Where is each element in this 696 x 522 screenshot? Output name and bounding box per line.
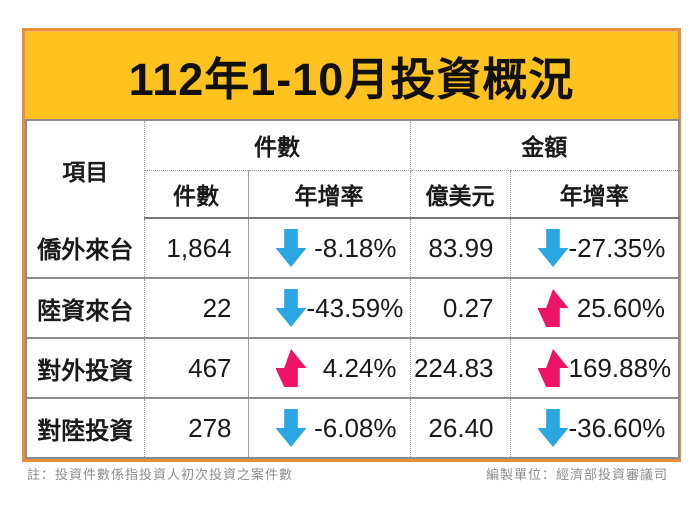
footnote-left: 註：投資件數係指投資人初次投資之案件數 [27, 467, 294, 482]
trend-arrow-icon [275, 229, 307, 267]
amount-yoy-cell: -27.35% [510, 218, 679, 279]
count-yoy-cell: 4.24% [248, 338, 411, 399]
amount-yoy-cell: -36.60% [510, 398, 679, 458]
row-label: 對外投資 [26, 338, 145, 399]
count-yoy-value: -43.59% [306, 292, 404, 323]
column-header-count: 件數 [144, 170, 249, 219]
column-header-amount: 億美元 [410, 170, 511, 219]
amount-yoy-cell: 25.60% [510, 278, 679, 339]
amount-value: 0.27 [410, 278, 511, 339]
count-yoy-value: -6.08% [314, 412, 397, 443]
row-label: 僑外來台 [26, 218, 145, 279]
trend-arrow-icon [537, 289, 569, 327]
amount-yoy-value: -36.60% [568, 412, 666, 443]
footer: 註：投資件數係指投資人初次投資之案件數 編製單位：經濟部投資審議司 [27, 464, 668, 483]
table-row: 僑外來台 1,864 -8.18% 83.99 -27.35% [26, 218, 679, 279]
amount-value: 83.99 [410, 218, 511, 279]
column-header-item: 項目 [26, 120, 145, 218]
amount-value: 26.40 [410, 398, 511, 458]
column-group-amount: 金額 [410, 120, 679, 171]
count-yoy-cell: -43.59% [248, 278, 411, 339]
amount-yoy-value: -27.35% [568, 232, 666, 263]
amount-yoy-cell: 169.88% [510, 338, 679, 399]
row-label: 陸資來台 [26, 278, 145, 339]
page-title: 112年1-10月投資概況 [128, 53, 575, 105]
trend-arrow-icon [537, 229, 569, 267]
column-header-count-yoy: 年增率 [248, 170, 411, 219]
trend-arrow-icon [275, 409, 307, 447]
summary-card: 112年1-10月投資概況 項目 件數 金額 件數 年增率 億美元 年增率 僑外… [22, 28, 681, 462]
count-yoy-cell: -6.08% [248, 398, 411, 458]
table-row: 陸資來台 22 -43.59% 0.27 25.60% [26, 278, 679, 339]
amount-yoy-value: 25.60% [576, 292, 665, 323]
count-yoy-value: -8.18% [314, 232, 397, 263]
column-header-amount-yoy: 年增率 [510, 170, 679, 219]
table-row: 對陸投資 278 -6.08% 26.40 -36.60% [26, 398, 679, 458]
count-yoy-value: 4.24% [322, 352, 397, 383]
count-value: 278 [144, 398, 249, 458]
trend-arrow-icon [537, 349, 569, 387]
investment-table: 項目 件數 金額 件數 年增率 億美元 年增率 僑外來台 1,864 [25, 119, 680, 459]
footnote-right: 編製單位：經濟部投資審議司 [485, 467, 668, 482]
column-group-count: 件數 [144, 120, 411, 171]
count-value: 22 [144, 278, 249, 339]
amount-value: 224.83 [410, 338, 511, 399]
table-row: 對外投資 467 4.24% 224.83 169.88% [26, 338, 679, 399]
amount-yoy-value: 169.88% [568, 352, 672, 383]
count-value: 467 [144, 338, 249, 399]
count-value: 1,864 [144, 218, 249, 279]
count-yoy-cell: -8.18% [248, 218, 411, 279]
trend-arrow-icon [275, 289, 307, 327]
row-label: 對陸投資 [26, 398, 145, 458]
trend-arrow-icon [275, 349, 307, 387]
trend-arrow-icon [537, 409, 569, 447]
